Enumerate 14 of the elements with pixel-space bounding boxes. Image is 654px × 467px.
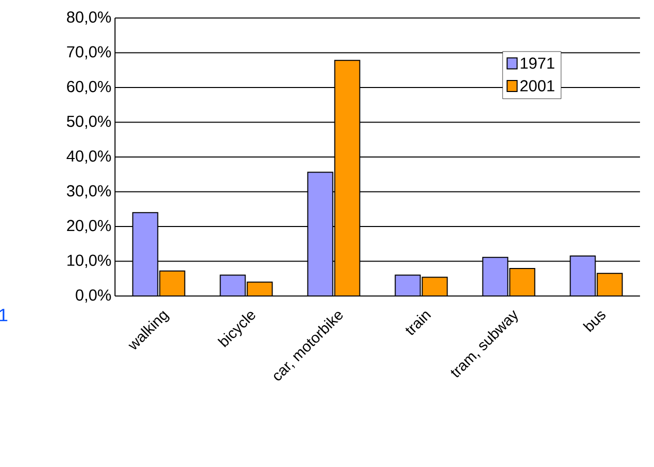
y-tick-label: 80,0% bbox=[66, 11, 111, 25]
y-tick-label: 10,0% bbox=[68, 254, 111, 268]
y-tick-label: 20,0% bbox=[67, 220, 111, 234]
text: 1 bbox=[0, 308, 8, 322]
y-tick-label: 40,0% bbox=[66, 150, 111, 164]
y-tick-label: 60,0% bbox=[67, 80, 111, 94]
legend-label: 2001 bbox=[520, 80, 554, 92]
x-tick-label: train bbox=[405, 312, 432, 335]
y-tick-label: 0,0% bbox=[76, 289, 111, 303]
legend-label: 1971 bbox=[520, 58, 554, 69]
x-tick-label: bus bbox=[582, 311, 606, 332]
y-tick-label: 70,0% bbox=[67, 46, 111, 60]
y-tick-label: 30,0% bbox=[66, 185, 111, 198]
y-tick-label: 50,0% bbox=[66, 116, 111, 129]
